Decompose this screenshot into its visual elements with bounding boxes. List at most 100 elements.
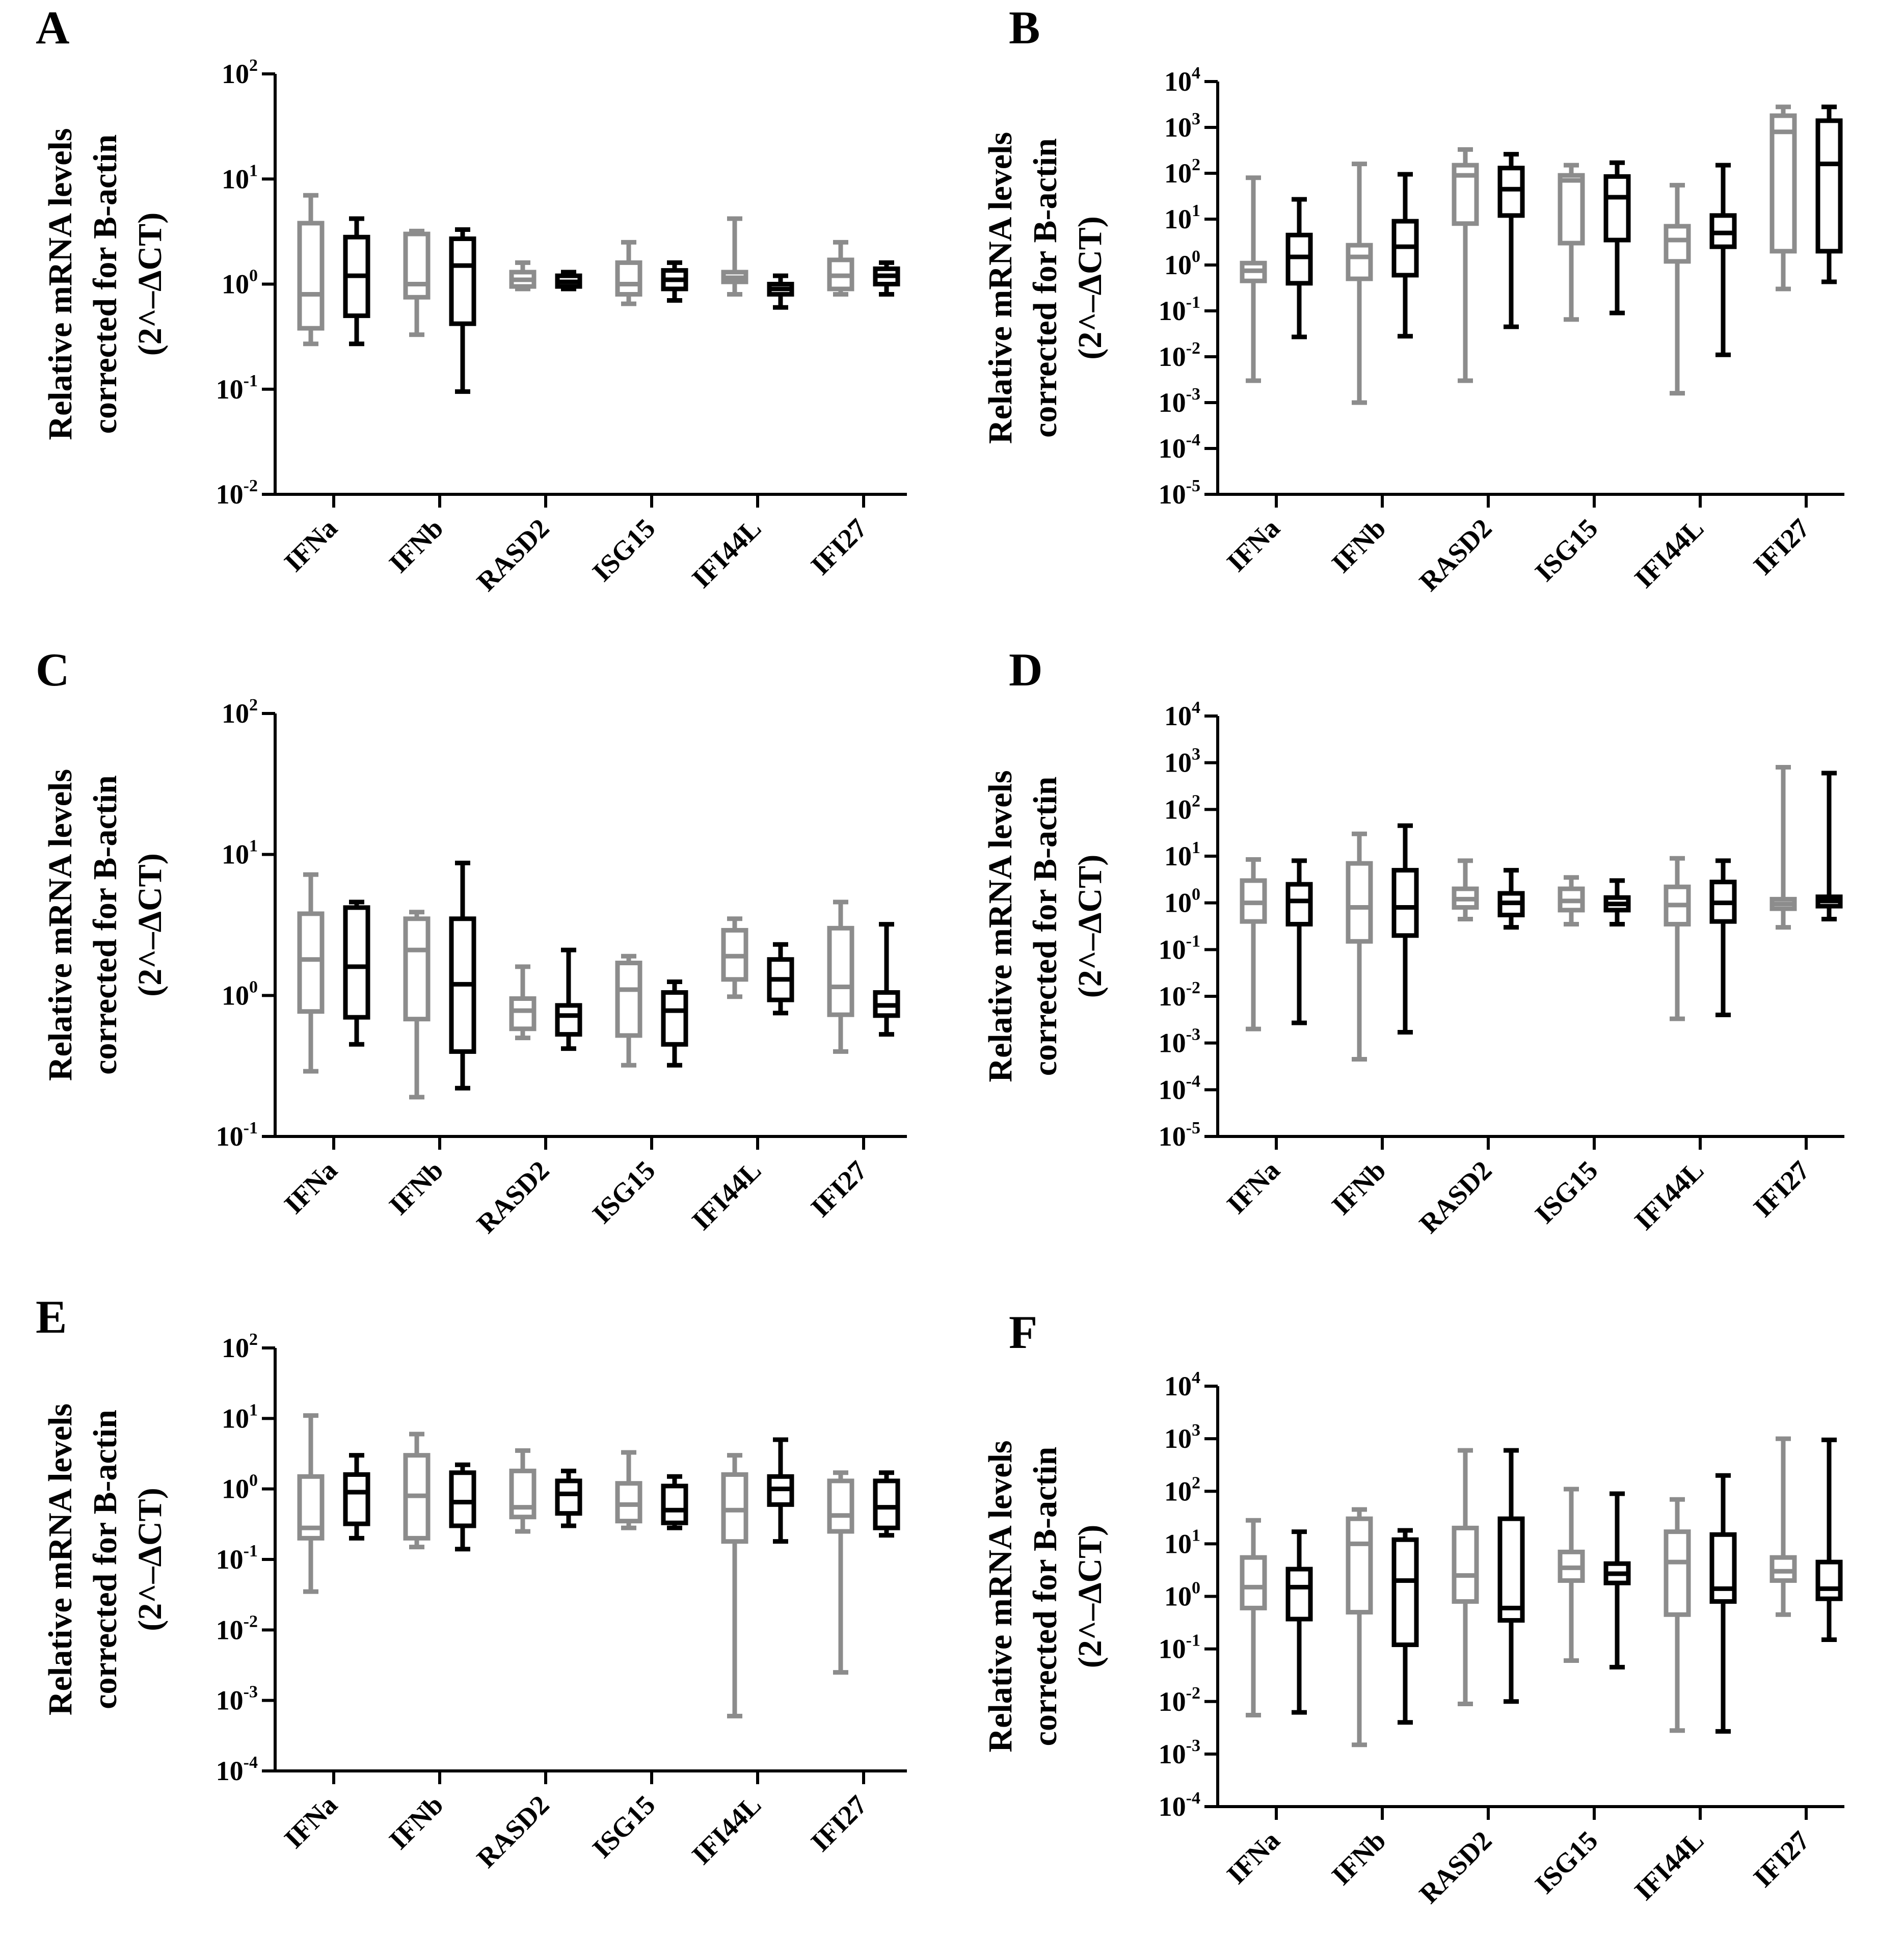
y-tick-label: 101	[222, 837, 258, 870]
y-tick-label: 102	[1164, 155, 1200, 189]
box-series1-IFI27	[827, 1470, 854, 1675]
y-axis-label-line: Relative mRNA levels	[982, 132, 1019, 444]
box-iqr	[1815, 118, 1843, 254]
y-tick-label: 100	[1164, 1579, 1200, 1612]
box-iqr	[1391, 1537, 1419, 1647]
box-series2-IFNa	[1285, 197, 1313, 339]
box-series2-RASD2	[555, 947, 582, 1051]
box-iqr	[555, 1478, 582, 1516]
y-tick-label: 101	[1164, 838, 1200, 871]
box-series1-IFI44L	[1664, 182, 1691, 396]
y-tick-label: 102	[222, 56, 258, 89]
box-series1-ISG15	[615, 240, 642, 306]
box-series1-IFI27	[827, 899, 854, 1054]
box-series2-IFI44L	[1709, 163, 1737, 357]
y-tick-label: 10-1	[216, 1542, 258, 1575]
box-series1-IFNa	[297, 872, 325, 1074]
box-series2-RASD2	[1497, 1448, 1525, 1704]
x-tick-label: IFI44L	[1628, 1825, 1709, 1906]
box-series2-IFI44L	[767, 1437, 794, 1544]
panel-E: E Relative mRNA levels corrected for B-act…	[36, 1291, 907, 1874]
box-series2-IFI27	[1815, 771, 1843, 921]
box-iqr	[1346, 243, 1373, 281]
box-series1-RASD2	[509, 1448, 537, 1534]
box-series1-IFI44L	[1664, 856, 1691, 1021]
y-axis-label-line: Relative mRNA levels	[42, 1403, 79, 1715]
x-tick-label: IFNa	[1221, 1825, 1285, 1890]
x-tick-label: ISG15	[586, 513, 661, 587]
box-series2-IFNa	[1285, 1529, 1313, 1715]
y-axis-label-line: (2^–ΔCT)	[1071, 855, 1109, 998]
y-axis-label-line: corrected for B-actin	[87, 1410, 124, 1709]
y-axis-label: Relative mRNA levels corrected for B-acti…	[982, 770, 1109, 1082]
box-iqr	[1391, 868, 1419, 938]
box-iqr	[1769, 113, 1797, 254]
box-series2-IFNb	[449, 1462, 476, 1552]
box-series1-IFNa	[297, 1413, 325, 1594]
y-tick-label: 102	[1164, 1473, 1200, 1506]
box-iqr	[827, 1478, 854, 1534]
y-tick-label: 10-3	[1159, 385, 1200, 418]
box-series2-IFI27	[873, 922, 900, 1037]
y-tick-label: 10-4	[1159, 1072, 1200, 1105]
y-tick-label: 101	[222, 1400, 258, 1434]
y-tick-label: 102	[222, 1330, 258, 1363]
box-iqr	[1452, 1525, 1479, 1604]
y-tick-label: 101	[1164, 1526, 1200, 1559]
box-iqr	[1497, 1516, 1525, 1623]
box-iqr	[1664, 1529, 1691, 1617]
y-tick-label: 10-1	[216, 372, 258, 405]
y-tick-label: 10-2	[1159, 339, 1200, 372]
box-series1-IFNa	[1240, 857, 1267, 1031]
y-tick-label: 10-1	[1159, 932, 1200, 965]
x-tick-label: ISG15	[586, 1789, 661, 1864]
box-series1-IFNa	[1240, 175, 1267, 383]
box-series2-IFI27	[1815, 1437, 1843, 1642]
box-series1-RASD2	[509, 964, 537, 1041]
box-iqr	[555, 1003, 582, 1037]
panel-letter: B	[1009, 2, 1040, 54]
y-tick-label: 10-3	[1159, 1025, 1200, 1058]
y-axis-label-line: corrected for B-actin	[1027, 1447, 1064, 1746]
y-axis-label: Relative mRNA levels corrected for B-acti…	[42, 1403, 169, 1715]
box-series2-ISG15	[661, 260, 688, 303]
y-tick-label: 10-2	[1159, 1684, 1200, 1717]
y-axis-label: Relative mRNA levels corrected for B-acti…	[42, 769, 169, 1081]
box-series2-IFNb	[449, 227, 476, 394]
x-tick-label: IFI27	[805, 1155, 873, 1223]
y-axis-label-line: Relative mRNA levels	[42, 128, 79, 440]
y-tick-label: 10-2	[216, 476, 258, 510]
x-tick-label: IFNa	[1221, 513, 1285, 577]
box-series1-IFNb	[1346, 1507, 1373, 1747]
panel-D: D Relative mRNA levels corrected for B-act…	[982, 644, 1844, 1239]
box-series1-IFNa	[297, 193, 325, 347]
x-tick-label: IFNb	[383, 1155, 449, 1221]
box-series1-IFNb	[1346, 162, 1373, 405]
box-iqr	[403, 231, 431, 300]
x-tick-label: IFNa	[278, 513, 343, 577]
box-series1-IFNb	[403, 228, 431, 337]
box-series1-ISG15	[1558, 163, 1585, 322]
box-iqr	[297, 221, 325, 331]
panel-letter: A	[36, 2, 69, 54]
box-iqr	[1285, 882, 1313, 926]
box-series2-IFI44L	[1709, 858, 1737, 1017]
box-iqr	[1346, 1516, 1373, 1615]
y-tick-label: 10-1	[216, 1119, 258, 1152]
box-series2-IFNb	[449, 860, 476, 1091]
y-tick-label: 10-4	[1159, 1789, 1200, 1822]
box-iqr	[1346, 861, 1373, 944]
x-tick-label: IFI44L	[1628, 1155, 1709, 1236]
panel-C: C Relative mRNA levels corrected for B-act…	[36, 644, 907, 1239]
y-tick-label: 10-2	[216, 1612, 258, 1645]
box-series2-IFNa	[343, 899, 370, 1047]
x-tick-label: ISG15	[1529, 1825, 1603, 1899]
box-series1-IFNb	[403, 1432, 431, 1550]
box-series1-IFI44L	[721, 916, 748, 999]
box-series2-RASD2	[1497, 868, 1525, 930]
y-tick-label: 10-5	[1159, 1119, 1200, 1152]
box-series2-ISG15	[1603, 160, 1631, 315]
box-iqr	[873, 1478, 900, 1530]
y-tick-label: 104	[1164, 64, 1200, 97]
